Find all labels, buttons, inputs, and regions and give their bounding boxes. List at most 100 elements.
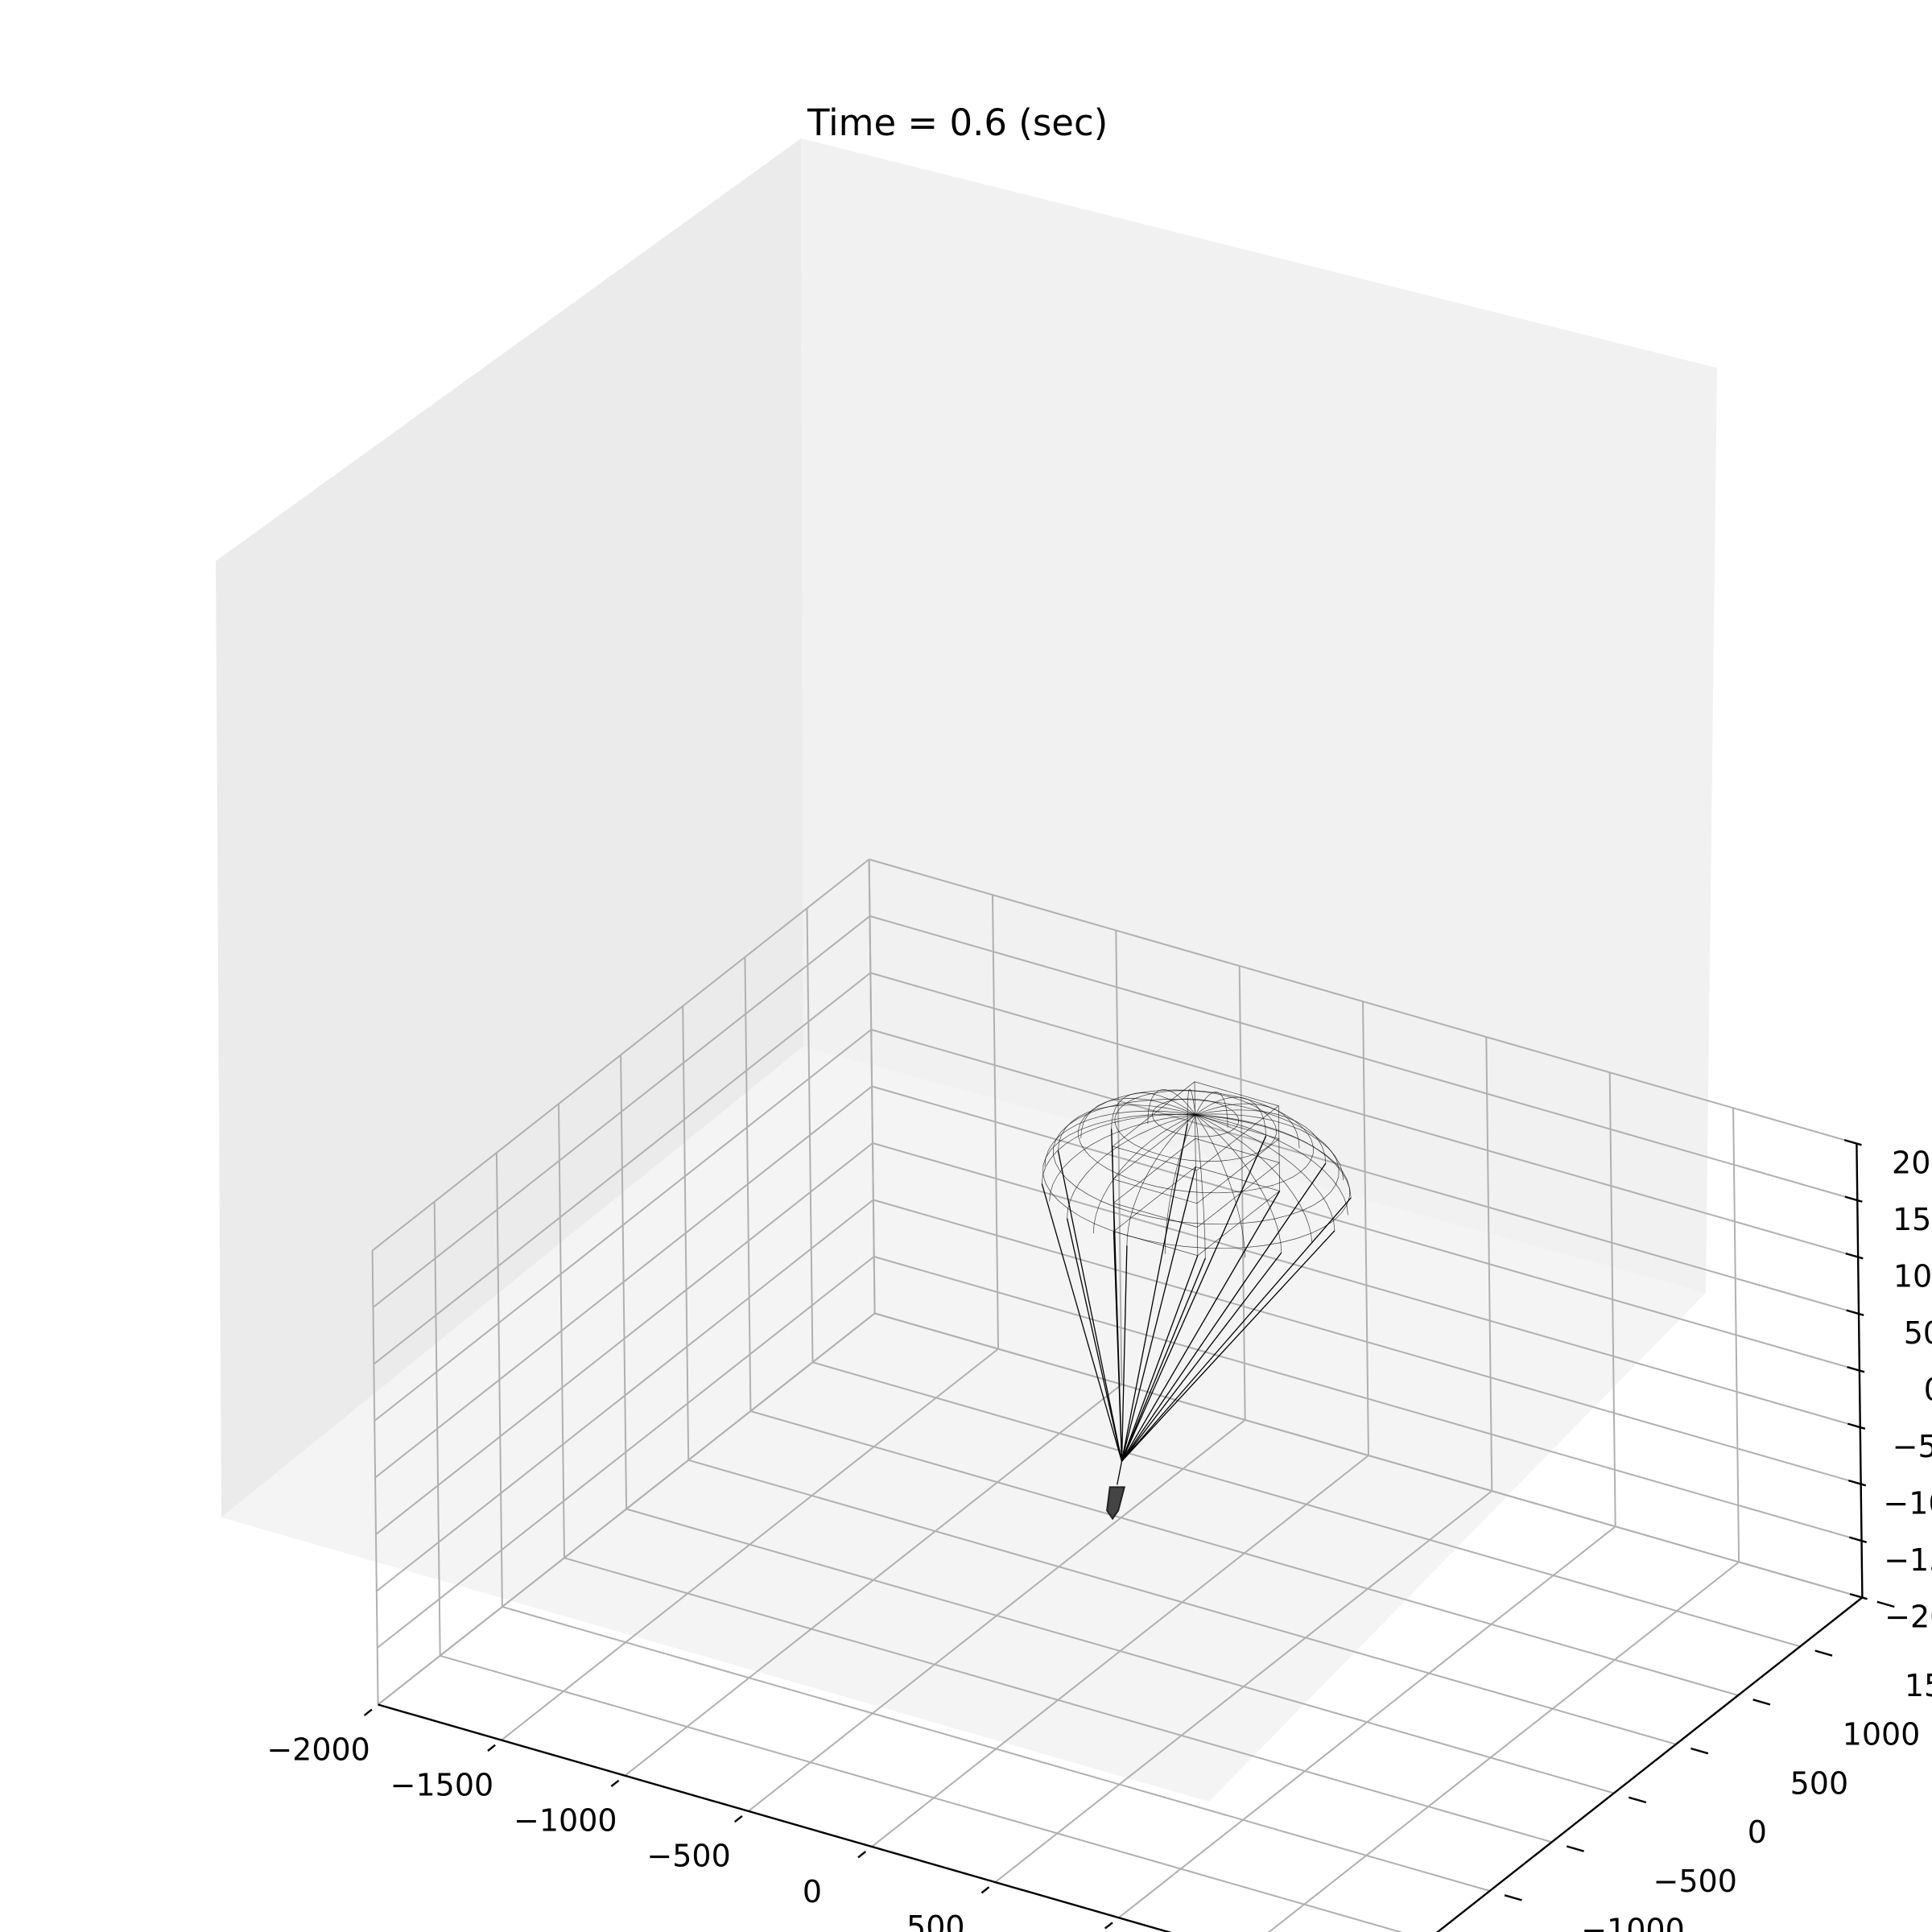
canopy-gore (1044, 1110, 1196, 1167)
canopy-ring (1114, 1090, 1277, 1162)
x-tick-mark (857, 1851, 867, 1859)
z-tick-label: 2000 (1892, 1146, 1932, 1181)
x-tick-label: 500 (906, 1909, 965, 1932)
z-tick-mark (1849, 1592, 1868, 1600)
grid-line (371, 858, 870, 1252)
canopy-gore (1195, 1114, 1282, 1253)
z-tick-mark (1844, 1195, 1863, 1203)
canopy-gore (1195, 1114, 1206, 1258)
canopy-ring (1152, 1098, 1240, 1137)
x-tick-label: −2000 (266, 1732, 370, 1767)
y-tick-label: −500 (1653, 1864, 1737, 1899)
y-tick-mark (1504, 1894, 1522, 1901)
y-tick-mark (1566, 1845, 1584, 1852)
grid-line (1485, 1037, 1493, 1492)
x-tick-mark (1104, 1922, 1113, 1930)
suspension-line (1121, 1162, 1327, 1462)
grid-line (682, 1005, 690, 1460)
z-tick-mark (1847, 1422, 1866, 1430)
back-pane (801, 138, 1717, 1293)
suspension-line (1121, 1255, 1199, 1462)
suspension-line (1121, 1230, 1335, 1462)
suspension-line (1066, 1218, 1123, 1462)
canopy-gore (1041, 1114, 1196, 1184)
canopy-ring (1053, 1099, 1340, 1225)
suspension-line (1121, 1252, 1282, 1462)
y-tick-mark (1628, 1796, 1647, 1804)
y-tick-label: 500 (1790, 1765, 1849, 1801)
z-tick-mark (1846, 1309, 1864, 1316)
suspension-line (1121, 1123, 1188, 1462)
z-tick-mark (1843, 1138, 1862, 1146)
suspension-line (1121, 1257, 1206, 1462)
grid-line (870, 972, 1859, 1258)
grid-line (868, 859, 876, 1314)
tick-labels: −2000−2000−2000−1500−1500−1500−1000−1000… (266, 1146, 1932, 1932)
grid-line (750, 1410, 1739, 1696)
grid-line (874, 1312, 1863, 1599)
suspension-line (1121, 1191, 1281, 1462)
y-tick-label: 0 (1748, 1814, 1767, 1850)
y-axis-line (1435, 1596, 1864, 1932)
canopy-gore (1080, 1098, 1196, 1138)
vent-band-edge (1196, 1170, 1199, 1256)
z-tick-mark (1847, 1479, 1867, 1487)
canopy-gore (1049, 1114, 1196, 1202)
x-axis-line (378, 1703, 1172, 1932)
x-tick-label: −500 (646, 1839, 730, 1874)
x-tick-mark (980, 1886, 990, 1894)
x-tick-mark (363, 1708, 373, 1716)
canopy-gore (1058, 1104, 1196, 1151)
suspension-line (1113, 1231, 1123, 1462)
z-tick-mark (1845, 1252, 1864, 1260)
z-tick-mark (1847, 1365, 1865, 1373)
x-tick-label: −1500 (390, 1767, 494, 1802)
grid-line (1118, 1525, 1616, 1919)
grid-line (870, 1029, 1860, 1315)
grid-line (871, 1085, 1860, 1372)
grid-line (812, 1361, 1801, 1648)
canopy-gore (1195, 1113, 1344, 1181)
grid-line (374, 1029, 872, 1422)
x-tick-mark (733, 1814, 743, 1823)
z-tick-label: 0 (1924, 1373, 1932, 1408)
y-tick-label: 1500 (1905, 1668, 1932, 1703)
grid-lines (371, 858, 1864, 1932)
canopy-ring (1078, 1089, 1314, 1194)
z-tick-label: −1500 (1884, 1542, 1932, 1578)
z-tick-mark (1848, 1536, 1868, 1543)
canopy-gore (1111, 1092, 1196, 1129)
parachute-model (1041, 1081, 1352, 1521)
grid-line (1732, 1108, 1740, 1563)
suspension-line (1041, 1183, 1123, 1462)
canopy-gore (1195, 1109, 1327, 1164)
x-tick-mark (487, 1744, 496, 1752)
suspension-line (1121, 1166, 1196, 1462)
floor-pane (221, 1046, 1706, 1802)
axes (363, 1138, 1895, 1932)
grid-line (1436, 1596, 1864, 1932)
grid-line (1267, 1561, 1740, 1932)
grid-line (1608, 1072, 1616, 1527)
z-tick-label: 1000 (1893, 1259, 1932, 1294)
canopy-gore (1195, 1114, 1352, 1199)
grid-line (806, 908, 814, 1363)
grid-line (744, 956, 752, 1412)
z-tick-label: 1500 (1893, 1202, 1932, 1237)
canopy-gore (1195, 1114, 1348, 1216)
riser-line (1117, 1461, 1123, 1485)
canopy-gore (1195, 1114, 1335, 1231)
y-tick-label: −1000 (1581, 1913, 1685, 1932)
grid-line (869, 858, 1857, 1145)
canopy-gore (1092, 1114, 1196, 1234)
y-tick-mark (1814, 1649, 1833, 1657)
canopy-gore (1195, 1114, 1313, 1244)
grid-line (625, 1508, 1615, 1794)
grid-line (373, 972, 871, 1365)
z-tick-label: −1000 (1883, 1486, 1932, 1521)
vent-band-edge (1278, 1105, 1280, 1191)
y-tick-mark (1690, 1747, 1709, 1755)
payload-body (1106, 1486, 1126, 1521)
x-tick-label: −1000 (514, 1803, 617, 1839)
